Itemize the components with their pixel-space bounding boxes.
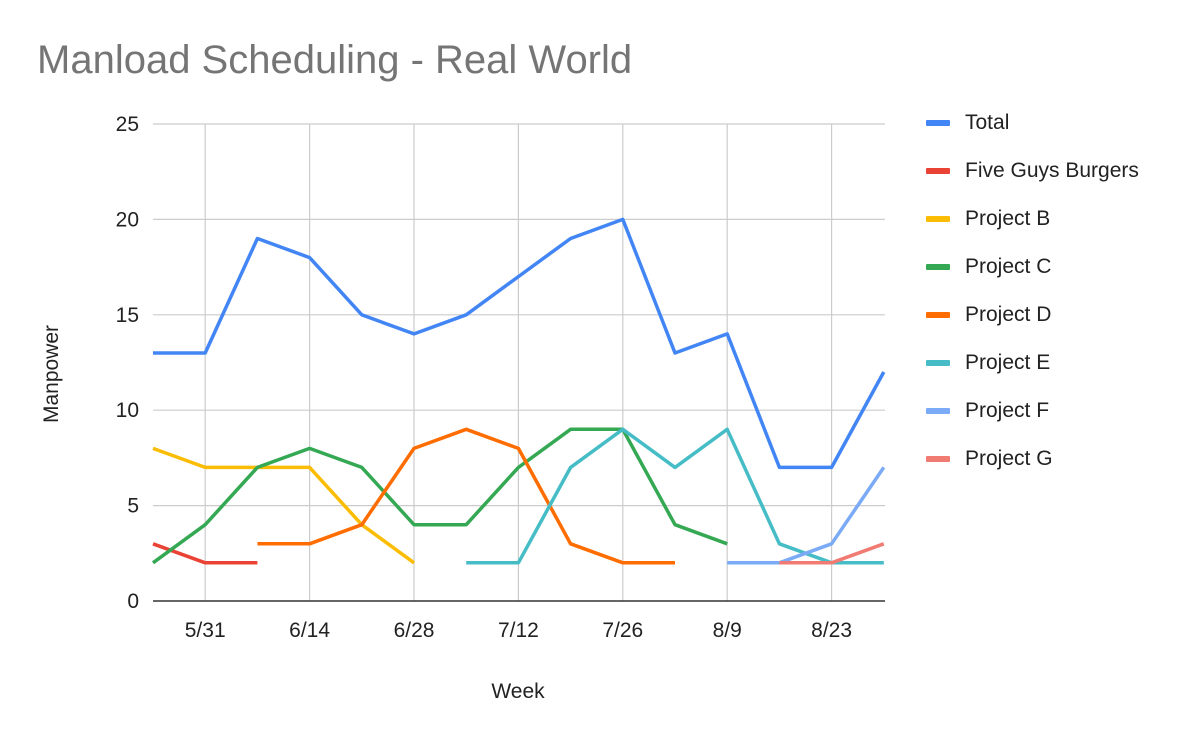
x-axis-title: Week [491, 680, 545, 703]
series-line-project-g [779, 542, 885, 565]
legend-label: Project G [965, 447, 1053, 470]
legend-label: Project B [965, 207, 1051, 230]
legend-label: Five Guys Burgers [965, 159, 1139, 182]
x-tick-label: 6/14 [289, 619, 330, 642]
y-tick-label: 5 [127, 495, 139, 518]
legend-swatch [926, 216, 950, 222]
y-tick-label: 25 [116, 113, 139, 136]
y-axis-title: Manpower [40, 325, 63, 423]
legend-label: Project D [965, 303, 1052, 326]
series-line-project-c [151, 427, 728, 565]
legend-swatch [926, 312, 950, 318]
legend-label: Total [965, 111, 1010, 134]
x-tick-label: 7/26 [602, 619, 643, 642]
series-line-total [153, 217, 886, 470]
x-tick-label: 8/9 [713, 619, 742, 642]
series-line-project-f [727, 466, 886, 565]
y-tick-label: 20 [116, 208, 139, 231]
x-tick-label: 8/23 [811, 619, 852, 642]
chart-title: Manload Scheduling - Real World [37, 38, 633, 82]
legend-swatch [926, 264, 950, 270]
legend-swatch [926, 456, 950, 462]
series-line-project-d [257, 427, 675, 565]
legend-label: Project C [965, 255, 1052, 278]
legend-swatch [926, 360, 950, 366]
series-line-project-e [466, 427, 884, 565]
y-tick-label: 15 [116, 304, 139, 327]
y-tick-label: 10 [116, 399, 139, 422]
y-tick-label: 0 [127, 590, 139, 613]
x-tick-label: 7/12 [498, 619, 539, 642]
x-tick-label: 5/31 [185, 619, 226, 642]
legend-swatch [926, 408, 950, 414]
legend-label: Project F [965, 399, 1050, 422]
legend-swatch [926, 120, 950, 126]
series-line-project-b [152, 446, 416, 565]
legend-swatch [926, 168, 950, 174]
legend-label: Project E [965, 351, 1051, 374]
x-tick-label: 6/28 [394, 619, 435, 642]
